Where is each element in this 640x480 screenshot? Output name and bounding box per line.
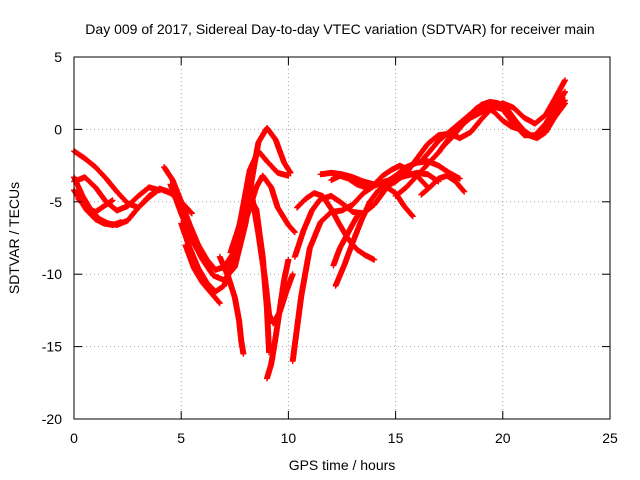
series-arc-23 xyxy=(439,100,568,150)
series-arc-7 xyxy=(167,125,294,283)
x-tick-label: 10 xyxy=(281,430,297,446)
data-points xyxy=(71,77,568,382)
marker-trace xyxy=(439,100,568,150)
axis-ticks: 0 5 10 15 20 25 -20 -15 -10 -5 0 5 xyxy=(42,49,618,446)
marker-trace xyxy=(182,242,223,307)
y-tick-label: 0 xyxy=(54,121,62,137)
marker-trace xyxy=(264,256,292,382)
x-tick-label: 0 xyxy=(70,430,78,446)
series-arc-19 xyxy=(328,162,412,191)
chart-title: Day 009 of 2017, Sidereal Day-to-day VTE… xyxy=(85,21,594,37)
y-axis-title: SDTVAR / TECUs xyxy=(6,182,22,294)
marker-trace xyxy=(330,213,360,269)
y-tick-label: -5 xyxy=(50,194,63,210)
y-tick-label: 5 xyxy=(54,49,62,65)
series-arc-10 xyxy=(216,253,247,357)
marker-trace xyxy=(328,162,412,191)
y-tick-label: -15 xyxy=(42,339,62,355)
series-arc-9 xyxy=(182,242,223,307)
x-tick-label: 25 xyxy=(602,430,618,446)
x-tick-label: 15 xyxy=(388,430,404,446)
y-tick-label: -20 xyxy=(42,411,62,427)
x-axis-title: GPS time / hours xyxy=(289,457,396,473)
series-arc-25 xyxy=(330,213,360,269)
marker-trace xyxy=(418,172,468,198)
series-arc-17 xyxy=(332,184,416,289)
x-tick-label: 5 xyxy=(177,430,185,446)
x-tick-label: 20 xyxy=(495,430,511,446)
series-arc-24 xyxy=(418,172,468,198)
marker-trace xyxy=(167,125,294,283)
plot-frame xyxy=(73,56,611,420)
series-arc-14 xyxy=(289,169,442,365)
series-arc-13 xyxy=(264,256,292,382)
y-tick-label: -10 xyxy=(42,266,62,282)
marker-trace xyxy=(216,253,247,357)
marker-trace xyxy=(289,169,442,365)
grid-lines xyxy=(74,57,610,419)
marker-trace xyxy=(332,184,416,289)
